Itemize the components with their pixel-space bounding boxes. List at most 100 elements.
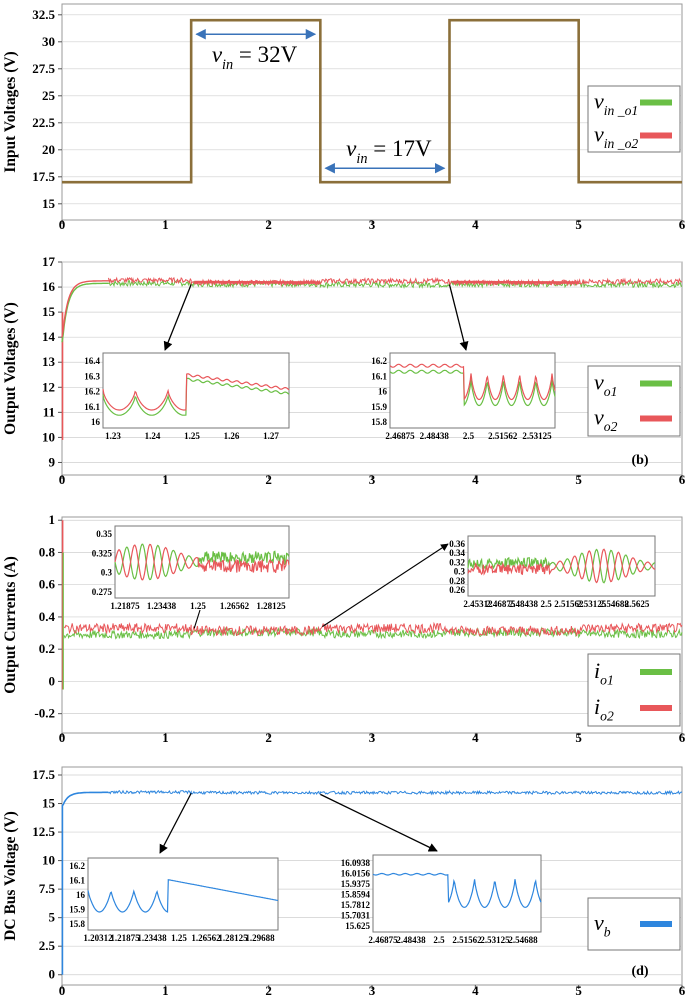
legend-swatch xyxy=(640,132,672,139)
inset-x-tick-label: 2.46875 xyxy=(385,431,415,441)
x-tick-label: 3 xyxy=(369,472,376,487)
inset-y-tick-label: 0.3 xyxy=(454,567,466,577)
inset-trace xyxy=(102,377,290,416)
x-tick-label: 2 xyxy=(265,217,272,232)
legend-label: vb xyxy=(594,910,611,940)
y-tick-label: 0 xyxy=(49,673,56,688)
x-tick-label: 4 xyxy=(472,472,479,487)
inset-y-tick-label: 0.32 xyxy=(449,557,465,567)
inset-trace xyxy=(102,373,290,411)
vo-smooth-segment xyxy=(452,280,579,284)
y-tick-label: 15 xyxy=(42,796,56,811)
inset-y-tick-label: 16.1 xyxy=(371,371,387,381)
y-tick-label: 27.5 xyxy=(32,61,55,76)
zoom-arrow xyxy=(159,792,192,854)
inset-y-tick-label: 16.3 xyxy=(84,371,100,381)
panel-d: 0 2.5 5 7.5 10 12.5 15 17.5 0 1 2 3 4 5 6 DC Bus Voltag… xyxy=(2,766,685,998)
y-tick-label: 12 xyxy=(42,379,55,394)
inset-trace xyxy=(87,878,279,913)
inset-frame xyxy=(102,352,290,429)
legend-d: vb xyxy=(587,897,681,951)
x-tick-label: 6 xyxy=(679,217,685,232)
inset-y-tick-label: 16.1 xyxy=(84,402,100,412)
inset-x-tick-label: 1.28125 xyxy=(256,601,286,611)
x-tick-label: 5 xyxy=(575,730,582,745)
inset-y-tick-label: 15.8 xyxy=(69,919,85,929)
x-tick-label: 5 xyxy=(575,217,582,232)
y-tick-label: 32.5 xyxy=(32,7,55,22)
inset-io-2: 0.260.280.30.320.340.36 2.453122.468752.4… xyxy=(449,535,656,609)
inset-x-tick-label: 1.28125 xyxy=(218,933,248,943)
zoom-arrow xyxy=(193,609,201,629)
inset-x-tick-label: 2.54688 xyxy=(508,935,538,945)
vb-line xyxy=(108,789,683,796)
legend-label: vin _o2 xyxy=(594,122,638,152)
inset-x-tick-label: 1.23 xyxy=(105,431,121,441)
x-tick-label: 0 xyxy=(59,472,66,487)
inset-io-1: 0.275 0.3 0.325 0.35 1.21875 1.23438 1.25 1.265… xyxy=(92,525,290,611)
legend-box xyxy=(587,365,681,437)
zoom-arrow xyxy=(163,284,192,351)
inset-x-tick-label: 2.51562 xyxy=(452,935,482,945)
inset-x-tick-label: 1.26562 xyxy=(220,601,250,611)
inset-x-tick-label: 2.51562 xyxy=(554,599,584,609)
y-tick-label: 5 xyxy=(49,910,56,925)
inset-y-tick-label: 0.325 xyxy=(92,548,113,558)
vo1-startup xyxy=(61,282,109,343)
x-tick-label: 4 xyxy=(472,217,479,232)
legend-label: vo2 xyxy=(594,405,618,435)
y-tick-label: 0.8 xyxy=(39,544,56,559)
x-tick-label: 3 xyxy=(369,730,376,745)
input-voltage-line xyxy=(62,18,682,184)
inset-x-tick-label: 1.27 xyxy=(263,431,279,441)
inset-x-tick-label: 1.29688 xyxy=(245,933,275,943)
y-axis-label: DC Bus Voltage (V) xyxy=(2,811,19,941)
y-tick-label: 10 xyxy=(42,853,55,868)
y-tick-label: 13 xyxy=(42,354,56,369)
inset-y-tick-label: 15.7812 xyxy=(341,900,371,910)
x-tick-label: 2 xyxy=(265,983,272,998)
inset-y-tick-label: 0.275 xyxy=(92,587,113,597)
legend-swatch xyxy=(640,669,672,675)
zoom-arrow xyxy=(322,543,449,628)
x-tick-label: 1 xyxy=(162,983,169,998)
x-tick-label: 5 xyxy=(575,983,582,998)
inset-x-tick-label: 2.48438 xyxy=(509,599,539,609)
inset-y-tick-label: 15.625 xyxy=(345,921,370,931)
legend-box xyxy=(587,653,681,727)
panel-c: -0.2 0 0.2 0.4 0.6 0.8 1 0 1 2 3 4 5 6 Output Currents… xyxy=(2,512,685,745)
inset-x-tick-label: 1.24 xyxy=(145,431,161,441)
y-tick-label: 17.5 xyxy=(32,767,55,782)
inset-x-tick-label: 2.5625 xyxy=(625,599,650,609)
vo-smooth-segment xyxy=(194,280,321,284)
zoom-arrow xyxy=(320,793,438,852)
legend-swatch xyxy=(640,415,672,422)
x-tick-label: 6 xyxy=(679,730,685,745)
y-tick-label: 0.6 xyxy=(39,577,56,592)
inset-y-tick-label: 16.0938 xyxy=(341,858,371,868)
x-tick-label: 3 xyxy=(369,983,376,998)
inset-x-tick-label: 1.26562 xyxy=(191,933,221,943)
y-tick-label: 1 xyxy=(49,512,56,527)
legend-box xyxy=(587,85,681,153)
inset-y-tick-label: 16.4 xyxy=(84,356,100,366)
zoom-arrow xyxy=(448,284,469,351)
inset-x-tick-label: 2.5 xyxy=(433,935,445,945)
inset-y-tick-label: 0.35 xyxy=(96,529,112,539)
inset-x-tick-label: 1.26 xyxy=(224,431,240,441)
io1-line xyxy=(63,626,683,641)
inset-x-tick-label: 2.53125 xyxy=(522,431,552,441)
inset-y-tick-label: 15.7031 xyxy=(341,911,371,921)
x-tick-label: 1 xyxy=(162,730,169,745)
legend-label: vo1 xyxy=(594,370,617,400)
y-tick-label: 9 xyxy=(49,454,56,469)
legend-swatch xyxy=(640,380,672,387)
inset-y-tick-label: 16.2 xyxy=(84,387,100,397)
legend-swatch xyxy=(640,99,672,106)
inset-vo-1: 16 16.1 16.2 16.3 16.4 1.23 1.24 1.25 1.26 1.27 xyxy=(84,352,290,441)
inset-x-tick-label: 1.21875 xyxy=(110,601,140,611)
y-tick-label: 11 xyxy=(43,404,55,419)
legend-label: io1 xyxy=(594,658,614,688)
